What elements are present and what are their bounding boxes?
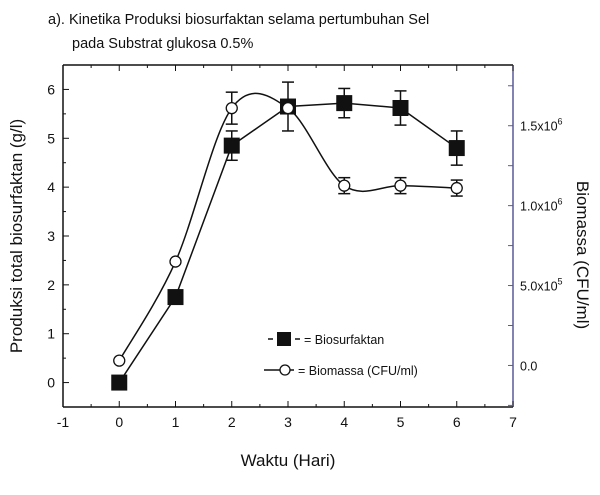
legend-biosurfaktan-marker bbox=[277, 332, 291, 346]
y-tick-label: 3 bbox=[47, 228, 55, 244]
x-tick-label: 6 bbox=[453, 414, 461, 430]
y-tick-label: 4 bbox=[47, 179, 55, 195]
x-tick-label: 5 bbox=[397, 414, 405, 430]
biomassa-point bbox=[394, 179, 407, 192]
biosurfaktan-point bbox=[448, 140, 465, 157]
biomassa-point bbox=[225, 101, 238, 115]
y2-axis-label: Biomassa (CFU/ml) bbox=[573, 181, 592, 329]
biosurfaktan-point bbox=[392, 99, 409, 116]
biomassa-point bbox=[281, 101, 295, 115]
legend-biomassa-marker bbox=[279, 364, 291, 376]
biosurfaktan-point bbox=[223, 137, 240, 154]
y-tick-label: 2 bbox=[47, 277, 55, 293]
x-tick-label: 3 bbox=[284, 414, 292, 430]
biomassa-point bbox=[113, 354, 126, 367]
chart-title-line-2: pada Substrat glukosa 0.5% bbox=[72, 36, 253, 52]
biosurfaktan-point bbox=[111, 374, 128, 391]
x-tick-label: 7 bbox=[509, 414, 517, 430]
series-marks bbox=[111, 81, 465, 391]
biomassa-point bbox=[338, 179, 351, 192]
legend-biomassa-label: = Biomassa (CFU/ml) bbox=[298, 364, 418, 378]
y-axis-label: Produksi total biosurfaktan (g/l) bbox=[7, 119, 26, 353]
x-tick-label: 1 bbox=[172, 414, 180, 430]
x-tick-label: 0 bbox=[115, 414, 123, 430]
x-axis-label: Waktu (Hari) bbox=[241, 451, 336, 470]
y-tick-label: 6 bbox=[47, 81, 55, 97]
axes: -1 0 1 2 3 4 5 6 7 0 1 2 3 4 5 6 0.0 5.0x105 1.0x106 1.5x10… bbox=[47, 64, 563, 430]
y2-tick-label: 5.0x105 bbox=[520, 277, 563, 294]
biomassa-line bbox=[118, 92, 457, 362]
y2-tick-label: 1.5x106 bbox=[520, 117, 563, 134]
biosurfaktan-point bbox=[167, 289, 184, 306]
x-tick-label: -1 bbox=[57, 414, 70, 430]
y-tick-label: 5 bbox=[47, 130, 55, 146]
biomassa-point bbox=[169, 255, 182, 268]
biosurfaktan-point bbox=[336, 95, 353, 112]
y2-tick-label: 0.0 bbox=[520, 359, 537, 373]
biomassa-point bbox=[450, 181, 463, 195]
y-tick-label: 0 bbox=[47, 375, 55, 391]
legend: = Biosurfaktan = Biomassa (CFU/ml) bbox=[264, 332, 418, 378]
x-tick-label: 2 bbox=[228, 414, 236, 430]
y-tick-label: 1 bbox=[47, 326, 55, 342]
chart-title-line-1: a). Kinetika Produksi biosurfaktan selam… bbox=[48, 12, 429, 28]
x-tick-label: 4 bbox=[340, 414, 348, 430]
legend-biosurfaktan-label: = Biosurfaktan bbox=[304, 333, 384, 347]
y2-tick-label: 1.0x106 bbox=[520, 197, 563, 214]
